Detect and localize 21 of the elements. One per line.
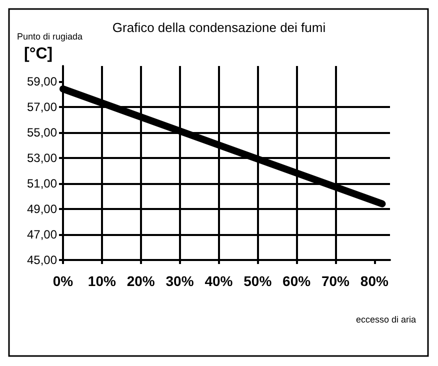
y-tick-label: 53,00 bbox=[26, 150, 58, 165]
x-tick-label: 70% bbox=[321, 273, 350, 289]
x-axis-title: eccesso di aria bbox=[356, 314, 416, 324]
chart-title: Grafico della condensazione dei fumi bbox=[112, 20, 326, 35]
x-tick-label: 30% bbox=[166, 273, 194, 289]
x-tick-label: 40% bbox=[204, 273, 234, 289]
x-tick-label: 50% bbox=[244, 273, 272, 289]
y-tick-label: 55,00 bbox=[26, 125, 58, 140]
y-tick-label: 57,00 bbox=[26, 100, 58, 114]
x-tick-label: 80% bbox=[360, 273, 389, 289]
y-tick-label: 45,00 bbox=[26, 253, 58, 267]
x-tick-label: 0% bbox=[52, 273, 74, 289]
text: [°C] bbox=[24, 46, 53, 62]
y-axis-title: Punto di rugiada bbox=[17, 32, 83, 42]
y-tick-label: 49,00 bbox=[26, 202, 58, 216]
x-tick-label: 10% bbox=[88, 273, 116, 289]
y-tick-label: 47,00 bbox=[26, 227, 58, 242]
x-tick-label: 60% bbox=[282, 273, 312, 289]
y-tick-label: 51,00 bbox=[26, 176, 58, 190]
x-tick-label: 20% bbox=[126, 273, 156, 289]
y-tick-label: 59,00 bbox=[26, 74, 58, 88]
